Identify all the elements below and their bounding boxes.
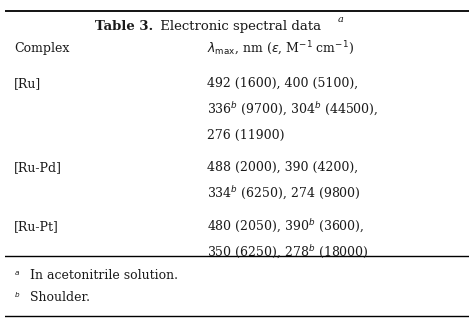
Text: Shoulder.: Shoulder. [30,291,90,304]
Text: $^{b}$: $^{b}$ [14,293,20,302]
Text: $^{a}$: $^{a}$ [14,271,20,280]
Text: 350 (6250), 278$^{b}$ (18000): 350 (6250), 278$^{b}$ (18000) [207,243,369,261]
Text: Electronic spectral data: Electronic spectral data [155,20,321,33]
Text: Complex: Complex [14,42,69,55]
Text: $\lambda_{\mathrm{max}}$, nm ($\varepsilon$, M$^{-1}$ cm$^{-1}$): $\lambda_{\mathrm{max}}$, nm ($\varepsil… [207,40,354,58]
Text: [Ru]: [Ru] [14,77,41,90]
Text: 336$^{b}$ (9700), 304$^{b}$ (44500),: 336$^{b}$ (9700), 304$^{b}$ (44500), [207,100,378,118]
Text: 488 (2000), 390 (4200),: 488 (2000), 390 (4200), [207,161,358,174]
Text: Table 3.: Table 3. [95,20,154,33]
Text: 492 (1600), 400 (5100),: 492 (1600), 400 (5100), [207,77,358,90]
Text: In acetonitrile solution.: In acetonitrile solution. [30,269,178,282]
Text: 334$^{b}$ (6250), 274 (9800): 334$^{b}$ (6250), 274 (9800) [207,185,361,202]
Text: [Ru-Pt]: [Ru-Pt] [14,220,59,233]
Text: 480 (2050), 390$^{b}$ (3600),: 480 (2050), 390$^{b}$ (3600), [207,218,364,235]
Text: [Ru-Pd]: [Ru-Pd] [14,161,62,174]
Text: 276 (11900): 276 (11900) [207,128,284,142]
Text: a: a [338,15,344,24]
